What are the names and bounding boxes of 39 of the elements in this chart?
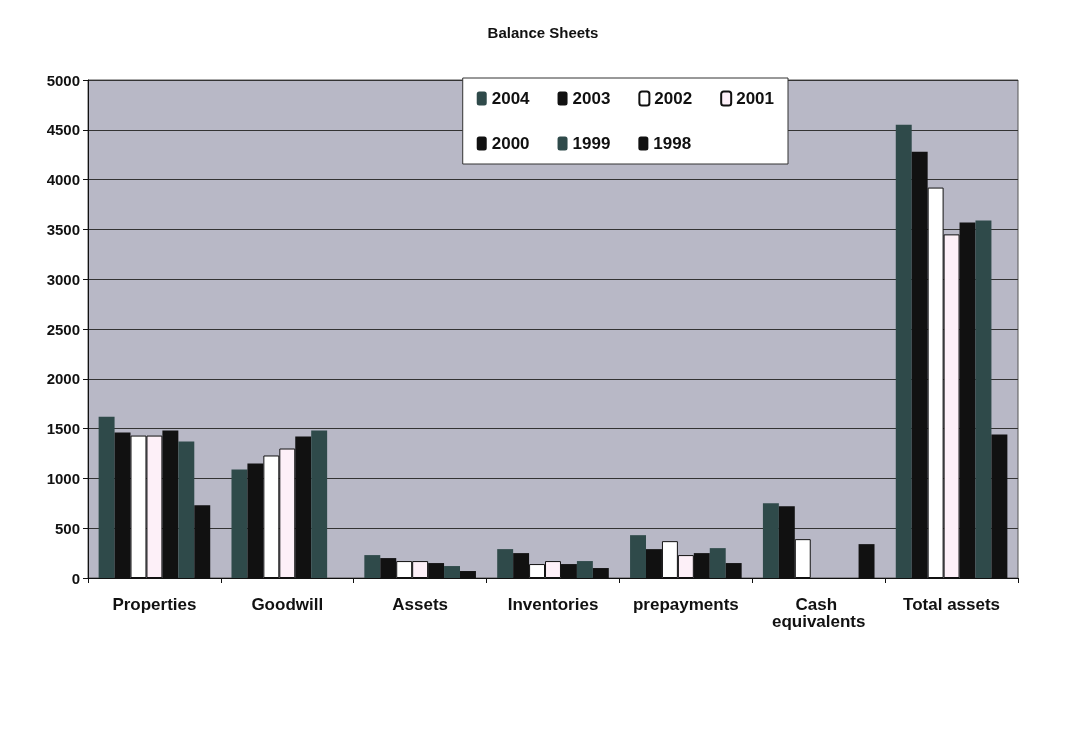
legend-label: 2004 — [491, 89, 531, 108]
y-tick-label: 2000 — [46, 370, 80, 388]
legend-label: 2000 — [491, 134, 530, 153]
legend-label: 2003 — [572, 89, 611, 108]
bar — [630, 535, 646, 578]
y-tick-label: 500 — [54, 519, 80, 537]
legend-label: 2001 — [736, 89, 775, 108]
bar — [895, 124, 912, 578]
bar — [762, 503, 779, 578]
bar — [231, 469, 248, 578]
legend-label: 1998 — [653, 134, 692, 153]
x-tick-label: prepayments — [632, 595, 739, 614]
y-tick-label: 4000 — [46, 171, 80, 189]
bar — [444, 566, 460, 578]
x-tick-label: Cash equivalents — [771, 595, 866, 631]
bar — [364, 555, 381, 578]
bar — [497, 549, 514, 578]
x-tick-label: Total assets — [903, 595, 1001, 614]
legend-label: 1999 — [572, 134, 611, 153]
y-tick-label: 2500 — [46, 320, 80, 338]
bar — [98, 416, 115, 578]
y-tick-label: 0 — [71, 569, 80, 587]
y-tick-label: 3500 — [46, 220, 80, 238]
x-tick-label: Goodwill — [251, 595, 324, 614]
bar — [178, 441, 195, 578]
y-tick-label: 3000 — [46, 270, 80, 288]
y-tick-label: 1500 — [46, 420, 80, 438]
y-tick-label: 4500 — [46, 121, 80, 139]
x-tick-label: Properties — [112, 595, 197, 614]
bar — [975, 220, 992, 578]
x-tick-label: Inventories — [507, 595, 599, 614]
bar — [311, 430, 328, 578]
bar — [709, 548, 726, 578]
legend-label: 2002 — [654, 89, 693, 108]
chart-title: Balance Sheets — [487, 24, 599, 41]
x-tick-label: Assets — [392, 595, 449, 614]
y-tick-label: 1000 — [46, 469, 80, 487]
y-tick-label: 5000 — [46, 71, 80, 89]
bar — [576, 561, 593, 578]
